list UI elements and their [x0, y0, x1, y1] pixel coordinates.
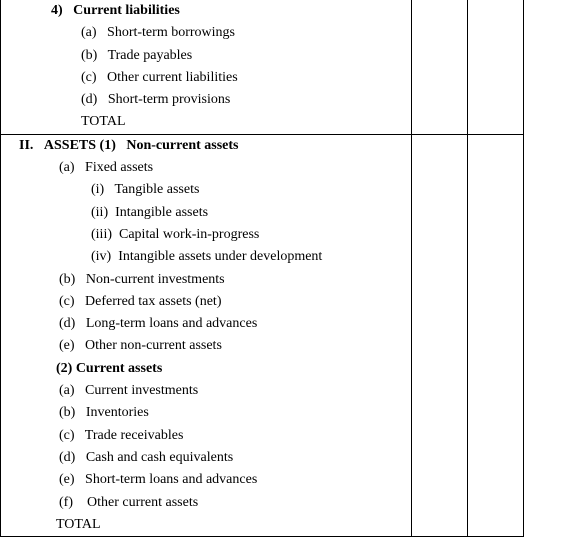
- line-item: (b) Non-current investments: [1, 269, 411, 291]
- item-text: Intangible assets: [115, 205, 208, 220]
- item-text: Long-term loans and advances: [86, 316, 257, 331]
- item-text: Fixed assets: [85, 160, 153, 175]
- amount-cell: [412, 134, 468, 536]
- line-item: (d) Cash and cash equivalents: [1, 447, 411, 469]
- sub-item: (iii) Capital work-in-progress: [1, 224, 411, 246]
- item-marker: (c): [81, 70, 97, 85]
- amount-cell: [468, 134, 524, 536]
- heading-assets: II. ASSETS (1) Non-current assets: [1, 135, 411, 157]
- item-text: Non-current investments: [86, 272, 225, 287]
- roman-numeral: II.: [19, 138, 33, 153]
- item-text: Other current liabilities: [107, 70, 238, 85]
- item-marker: (a): [59, 160, 75, 175]
- heading-current-liabilities: 4) Current liabilities: [1, 0, 411, 22]
- amount-cell: [412, 0, 468, 134]
- section-title: ASSETS (1): [44, 138, 116, 153]
- table-row: 4) Current liabilities (a) Short-term bo…: [1, 0, 580, 134]
- line-item: (c) Trade receivables: [1, 425, 411, 447]
- line-item: (f) Other current assets: [1, 492, 411, 514]
- item-text: Trade payables: [108, 48, 193, 63]
- line-item: (d) Long-term loans and advances: [1, 313, 411, 335]
- total-line: TOTAL: [1, 111, 411, 133]
- item-text: Other non-current assets: [85, 338, 222, 353]
- item-marker: (c): [59, 294, 75, 309]
- item-marker: (c): [59, 428, 75, 443]
- line-item: (d) Short-term provisions: [1, 89, 411, 111]
- line-item: (a) Fixed assets: [1, 157, 411, 179]
- item-marker: (d): [59, 316, 75, 331]
- item-marker: (b): [59, 405, 75, 420]
- total-line: TOTAL: [1, 514, 411, 536]
- item-marker: (e): [59, 338, 75, 353]
- item-text: Trade receivables: [85, 428, 184, 443]
- description-cell: II. ASSETS (1) Non-current assets (a) Fi…: [1, 134, 412, 536]
- heading-text: (2) Current assets: [56, 361, 162, 376]
- table-row: II. ASSETS (1) Non-current assets (a) Fi…: [1, 134, 580, 536]
- sub-item: (iv) Intangible assets under development: [1, 246, 411, 268]
- item-text: Short-term provisions: [108, 92, 231, 107]
- line-item: (a) Current investments: [1, 380, 411, 402]
- item-text: Capital work-in-progress: [119, 227, 259, 242]
- item-text: Inventories: [86, 405, 149, 420]
- line-item: (a) Short-term borrowings: [1, 22, 411, 44]
- line-item: (e) Short-term loans and advances: [1, 469, 411, 491]
- item-marker: (a): [81, 25, 97, 40]
- section-subtitle: Non-current assets: [126, 138, 238, 153]
- item-text: Current investments: [85, 383, 198, 398]
- item-text: Intangible assets under development: [118, 249, 322, 264]
- item-marker: (e): [59, 472, 75, 487]
- item-text: Short-term borrowings: [107, 25, 235, 40]
- description-cell: 4) Current liabilities (a) Short-term bo…: [1, 0, 412, 134]
- item-text: Deferred tax assets (net): [85, 294, 221, 309]
- sub-item: (ii) Intangible assets: [1, 202, 411, 224]
- item-marker: (f): [59, 495, 73, 510]
- item-marker: (d): [59, 450, 75, 465]
- line-item: (b) Inventories: [1, 402, 411, 424]
- heading-number: 4): [51, 3, 63, 18]
- sub-item: (i) Tangible assets: [1, 179, 411, 201]
- line-item: (c) Deferred tax assets (net): [1, 291, 411, 313]
- item-text: Cash and cash equivalents: [86, 450, 233, 465]
- line-item: (c) Other current liabilities: [1, 67, 411, 89]
- item-marker: (a): [59, 383, 75, 398]
- heading-text: Current liabilities: [73, 3, 180, 18]
- heading-current-assets: (2) Current assets: [1, 358, 411, 380]
- item-marker: (d): [81, 92, 97, 107]
- amount-cell: [468, 0, 524, 134]
- item-text: Other current assets: [87, 495, 198, 510]
- item-marker: (b): [81, 48, 97, 63]
- item-marker: (ii): [91, 205, 108, 220]
- total-label: TOTAL: [81, 114, 126, 129]
- line-item: (e) Other non-current assets: [1, 335, 411, 357]
- line-item: (b) Trade payables: [1, 45, 411, 67]
- item-marker: (i): [91, 182, 104, 197]
- amount-cell: [524, 0, 580, 537]
- item-marker: (b): [59, 272, 75, 287]
- item-marker: (iii): [91, 227, 112, 242]
- item-text: Tangible assets: [114, 182, 199, 197]
- item-text: Short-term loans and advances: [85, 472, 257, 487]
- balance-sheet-table: 4) Current liabilities (a) Short-term bo…: [0, 0, 580, 537]
- total-label: TOTAL: [56, 517, 101, 532]
- item-marker: (iv): [91, 249, 111, 264]
